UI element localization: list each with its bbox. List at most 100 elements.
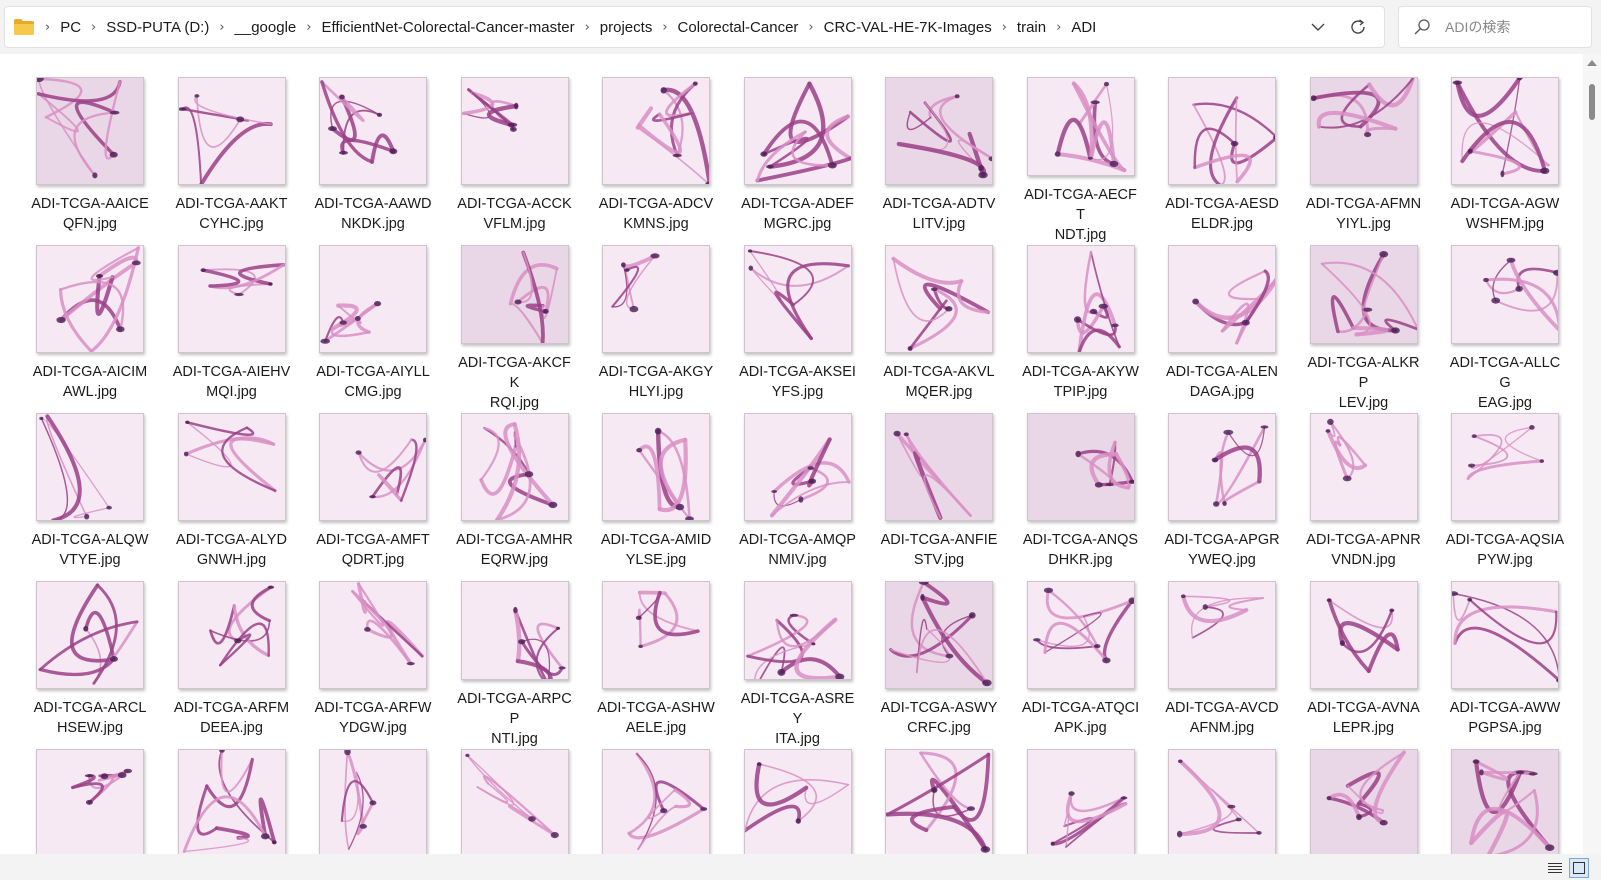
file-thumbnail[interactable]: [319, 749, 427, 854]
file-item[interactable]: [1021, 749, 1141, 854]
file-thumbnail[interactable]: [602, 581, 710, 689]
file-thumbnail[interactable]: [1309, 77, 1418, 185]
file-item[interactable]: [455, 749, 575, 854]
chevron-right-icon[interactable]: ›: [662, 19, 668, 35]
file-thumbnail[interactable]: [319, 77, 427, 185]
file-thumbnail[interactable]: [36, 749, 144, 854]
file-thumbnail[interactable]: [177, 749, 286, 854]
file-thumbnail[interactable]: [743, 749, 852, 854]
file-item[interactable]: ADI-TCGA-ALYD GNWH.jpg: [172, 413, 292, 581]
chevron-right-icon[interactable]: ›: [219, 19, 225, 35]
file-item[interactable]: ADI-TCGA-ASWY CRFC.jpg: [879, 581, 999, 749]
file-item[interactable]: ADI-TCGA-ALQW VTYE.jpg: [30, 413, 150, 581]
chevron-right-icon[interactable]: ›: [91, 19, 97, 35]
breadcrumb-item[interactable]: __google: [234, 18, 297, 36]
file-thumbnail[interactable]: [602, 413, 710, 521]
file-thumbnail[interactable]: [460, 245, 569, 344]
file-thumbnail[interactable]: [1168, 749, 1276, 854]
breadcrumb-item[interactable]: projects: [599, 18, 653, 36]
file-item[interactable]: ADI-TCGA-AIYLL CMG.jpg: [313, 245, 433, 413]
file-thumbnail[interactable]: [1026, 413, 1135, 521]
breadcrumb-item[interactable]: Colorectal-Cancer: [677, 18, 799, 36]
chevron-right-icon[interactable]: ›: [1001, 19, 1007, 35]
file-item[interactable]: ADI-TCGA-ARCL HSEW.jpg: [30, 581, 150, 749]
scroll-up-arrow-icon[interactable]: [1587, 60, 1597, 66]
file-thumbnail[interactable]: [460, 413, 569, 521]
file-thumbnail[interactable]: [602, 245, 710, 353]
file-item[interactable]: ADI-TCGA-ADCV KMNS.jpg: [596, 77, 716, 245]
file-thumbnail[interactable]: [319, 245, 427, 353]
search-input[interactable]: [1445, 19, 1585, 35]
file-item[interactable]: ADI-TCGA-AKGY HLYI.jpg: [596, 245, 716, 413]
file-item[interactable]: ADI-TCGA-ATQCI APK.jpg: [1021, 581, 1141, 749]
file-item[interactable]: [1162, 749, 1282, 854]
chevron-right-icon[interactable]: ›: [45, 19, 51, 35]
file-thumbnail[interactable]: [743, 581, 852, 680]
file-thumbnail[interactable]: [1451, 245, 1559, 344]
file-item[interactable]: ADI-TCGA-AICIM AWL.jpg: [30, 245, 150, 413]
file-thumbnail[interactable]: [602, 749, 710, 854]
file-thumbnail[interactable]: [602, 77, 710, 185]
file-item[interactable]: ADI-TCGA-AESD ELDR.jpg: [1162, 77, 1282, 245]
chevron-right-icon[interactable]: ›: [1056, 19, 1062, 35]
file-item[interactable]: ADI-TCGA-AAKT CYHC.jpg: [172, 77, 292, 245]
file-thumbnail[interactable]: [36, 581, 144, 689]
breadcrumb-item[interactable]: ADI: [1071, 18, 1097, 36]
file-item[interactable]: [30, 749, 150, 854]
file-thumbnail[interactable]: [1026, 581, 1135, 689]
file-item[interactable]: ADI-TCGA-AKYW TPIP.jpg: [1021, 245, 1141, 413]
breadcrumb-item[interactable]: SSD-PUTA (D:): [106, 18, 210, 36]
file-item[interactable]: ADI-TCGA-ACCK VFLM.jpg: [455, 77, 575, 245]
file-item[interactable]: ADI-TCGA-ALKRP LEV.jpg: [1304, 245, 1424, 413]
file-item[interactable]: ADI-TCGA-ASHW AELE.jpg: [596, 581, 716, 749]
file-item[interactable]: ADI-TCGA-AFMN YIYL.jpg: [1304, 77, 1424, 245]
chevron-right-icon[interactable]: ›: [584, 19, 590, 35]
file-item[interactable]: [596, 749, 716, 854]
file-item[interactable]: ADI-TCGA-AWW PGPSA.jpg: [1445, 581, 1565, 749]
file-item[interactable]: ADI-TCGA-AAWD NKDK.jpg: [313, 77, 433, 245]
file-item[interactable]: ADI-TCGA-ADEF MGRC.jpg: [738, 77, 858, 245]
file-item[interactable]: [1304, 749, 1424, 854]
file-thumbnail[interactable]: [177, 413, 286, 521]
refresh-button[interactable]: [1338, 7, 1378, 47]
file-thumbnail[interactable]: [1309, 245, 1418, 344]
breadcrumb-item[interactable]: EfficientNet-Colorectal-Cancer-master: [321, 18, 575, 36]
file-item[interactable]: [313, 749, 433, 854]
chevron-right-icon[interactable]: ›: [808, 19, 814, 35]
file-thumbnail[interactable]: [36, 77, 144, 185]
file-thumbnail[interactable]: [743, 245, 852, 353]
chevron-right-icon[interactable]: ›: [306, 19, 312, 35]
file-thumbnail[interactable]: [1026, 749, 1135, 854]
file-thumbnail[interactable]: [319, 581, 427, 689]
file-thumbnail[interactable]: [1026, 245, 1135, 353]
breadcrumb-item[interactable]: PC: [60, 18, 82, 36]
file-thumbnail[interactable]: [1309, 413, 1418, 521]
file-item[interactable]: [172, 749, 292, 854]
file-thumbnail[interactable]: [1451, 749, 1559, 854]
file-thumbnail[interactable]: [36, 245, 144, 353]
file-item[interactable]: ADI-TCGA-APGR YWEQ.jpg: [1162, 413, 1282, 581]
vertical-scrollbar[interactable]: [1583, 54, 1601, 854]
scrollbar-thumb[interactable]: [1589, 84, 1595, 120]
file-item[interactable]: ADI-TCGA-ALEN DAGA.jpg: [1162, 245, 1282, 413]
file-thumbnail[interactable]: [743, 413, 852, 521]
file-item[interactable]: ADI-TCGA-AKVL MQER.jpg: [879, 245, 999, 413]
file-item[interactable]: ADI-TCGA-AECFT NDT.jpg: [1021, 77, 1141, 245]
large-icons-view-button[interactable]: [1569, 858, 1589, 878]
file-thumbnail[interactable]: [460, 77, 569, 185]
file-thumbnail[interactable]: [460, 749, 569, 854]
file-item[interactable]: ADI-TCGA-AVNA LEPR.jpg: [1304, 581, 1424, 749]
details-view-button[interactable]: [1545, 858, 1565, 878]
file-thumbnail[interactable]: [1168, 581, 1276, 689]
file-thumbnail[interactable]: [1451, 581, 1559, 689]
search-box[interactable]: [1398, 6, 1592, 48]
address-bar[interactable]: › PC › SSD-PUTA (D:) › __google › EfficientNet-…: [4, 6, 1385, 48]
file-item[interactable]: ADI-TCGA-AIEHV MQI.jpg: [172, 245, 292, 413]
file-thumbnail[interactable]: [319, 413, 427, 521]
file-item[interactable]: [738, 749, 858, 854]
file-thumbnail[interactable]: [1309, 581, 1418, 689]
file-item[interactable]: ADI-TCGA-ASREY ITA.jpg: [738, 581, 858, 749]
breadcrumb-item[interactable]: CRC-VAL-HE-7K-Images: [823, 18, 992, 36]
file-item[interactable]: ADI-TCGA-AVCD AFNM.jpg: [1162, 581, 1282, 749]
file-item[interactable]: ADI-TCGA-AGW WSHFM.jpg: [1445, 77, 1565, 245]
